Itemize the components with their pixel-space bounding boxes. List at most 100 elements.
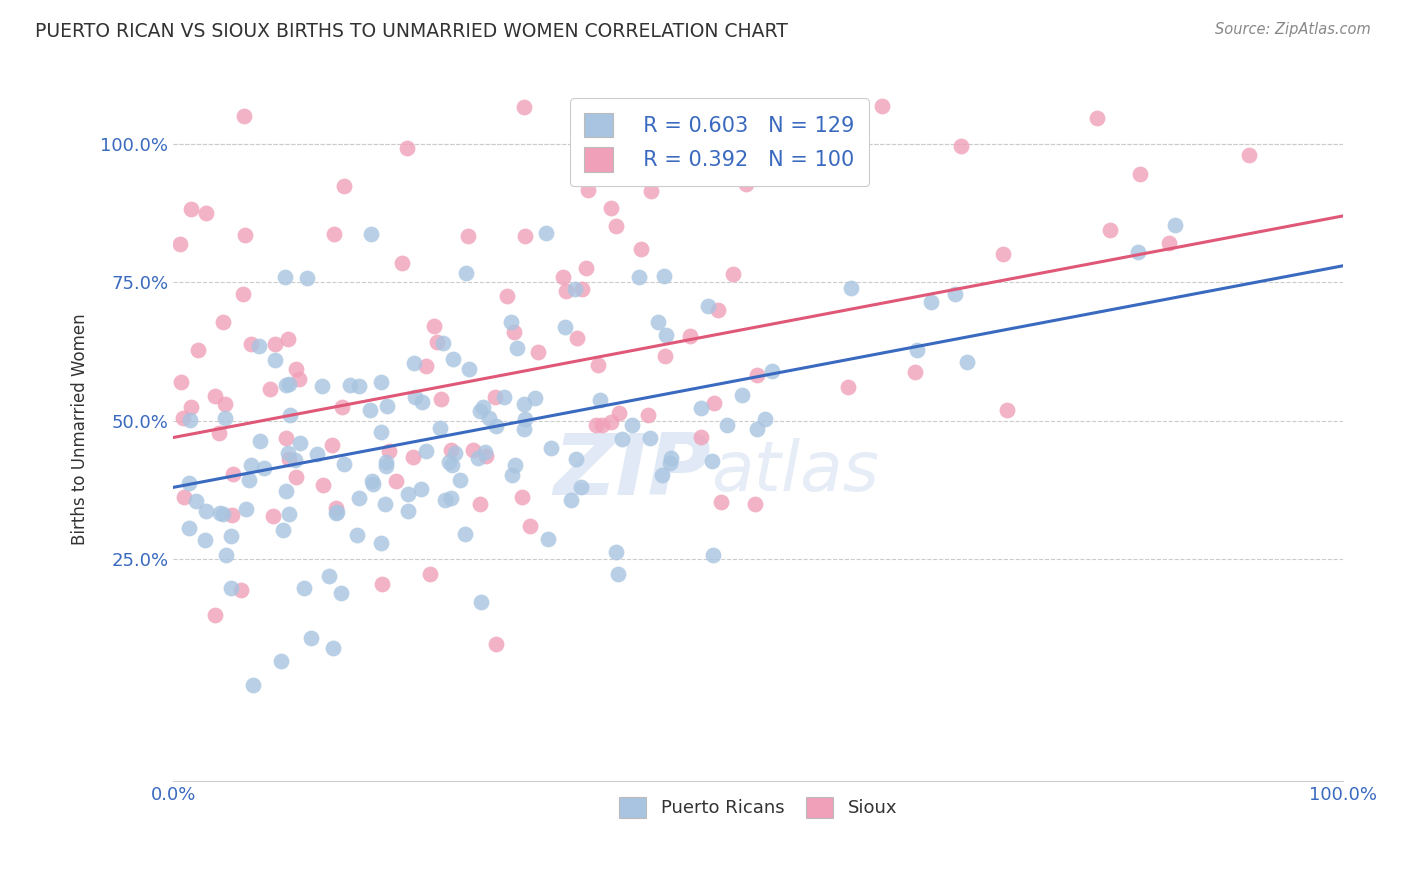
Point [537,532,560,546]
Point [904,365,927,379]
Point [395,141,418,155]
Point [374,458,396,473]
Point [607,406,630,420]
Point [292,581,315,595]
Point [706,302,728,317]
Point [360,227,382,241]
Point [575,261,598,276]
Point [187,343,209,357]
Point [501,468,523,483]
Point [247,338,270,352]
Point [484,390,506,404]
Point [589,392,612,407]
Point [658,457,681,471]
Point [610,432,633,446]
Point [426,334,449,349]
Point [170,376,193,390]
Point [1099,223,1122,237]
Point [270,654,292,668]
Point [640,184,662,198]
Point [472,400,495,414]
Point [716,417,738,432]
Point [208,425,231,440]
Point [262,508,284,523]
Point [180,400,202,414]
Point [510,490,533,504]
Point [419,566,441,581]
Legend: Puerto Ricans, Sioux: Puerto Ricans, Sioux [612,789,904,825]
Point [744,497,766,511]
Point [634,112,657,126]
Point [449,473,471,487]
Point [456,267,478,281]
Point [326,505,349,519]
Point [638,431,661,445]
Point [402,450,425,464]
Point [371,577,394,591]
Point [475,449,498,463]
Point [513,100,536,114]
Point [437,455,460,469]
Point [285,470,308,484]
Point [212,315,235,329]
Point [404,390,426,404]
Point [585,417,607,432]
Point [470,595,492,609]
Point [571,282,593,296]
Point [204,389,226,403]
Point [591,418,613,433]
Point [322,640,344,655]
Point [564,282,586,296]
Point [318,569,340,583]
Point [439,491,461,505]
Point [477,410,499,425]
Point [432,335,454,350]
Point [682,141,704,155]
Point [492,390,515,404]
Point [378,444,401,458]
Point [554,320,576,334]
Point [444,446,467,460]
Point [534,226,557,240]
Point [278,408,301,422]
Point [271,523,294,537]
Point [274,431,297,445]
Point [496,288,519,302]
Point [513,397,536,411]
Point [956,354,979,368]
Point [651,467,673,482]
Point [696,299,718,313]
Point [359,403,381,417]
Point [710,495,733,509]
Point [169,236,191,251]
Point [347,491,370,506]
Point [606,567,628,582]
Point [235,228,257,243]
Point [453,526,475,541]
Point [997,403,1019,417]
Point [264,337,287,351]
Point [682,107,704,121]
Point [179,413,201,427]
Point [551,270,574,285]
Point [458,362,481,376]
Point [735,177,758,191]
Point [654,349,676,363]
Point [252,461,274,475]
Point [290,435,312,450]
Point [524,391,547,405]
Point [837,380,859,394]
Point [274,377,297,392]
Point [249,434,271,448]
Point [194,533,217,548]
Point [991,246,1014,260]
Y-axis label: Births to Unmarried Women: Births to Unmarried Women [72,313,89,545]
Text: ZIP: ZIP [554,430,711,513]
Point [232,287,254,301]
Point [567,331,589,345]
Point [274,270,297,285]
Point [311,379,333,393]
Point [415,359,437,374]
Point [221,508,243,523]
Point [485,419,508,434]
